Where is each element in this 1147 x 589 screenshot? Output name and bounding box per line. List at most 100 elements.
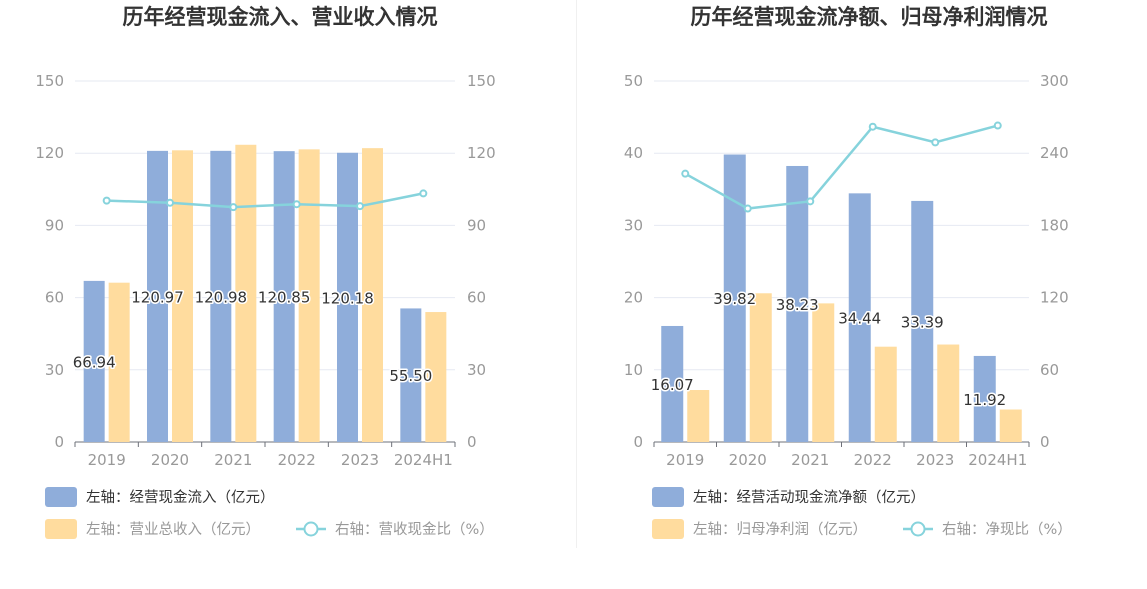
bar-primary: [273, 151, 295, 442]
line-point: [419, 189, 428, 198]
bar-secondary: [425, 312, 447, 442]
bar-secondary: [874, 346, 897, 442]
line-point: [743, 204, 752, 213]
line-point: [868, 122, 877, 131]
bar-secondary: [298, 149, 320, 442]
y-right-tick-label: 120: [467, 144, 496, 162]
y-left-tick-label: 0: [633, 433, 643, 451]
bar-primary: [848, 193, 871, 442]
y-right-tick-label: 60: [467, 289, 486, 307]
line-point: [993, 121, 1002, 130]
chart-panel-net-cashflow: 历年经营现金流净额、归母净利润情况 0 10 20 30 40 50 0 60 120 180 240…: [576, 0, 1147, 589]
bar-value-label: 16.07: [651, 376, 694, 394]
x-tick-label: 2023: [341, 451, 379, 469]
y-right-tick-label: 180: [1040, 216, 1069, 234]
line-point: [806, 197, 815, 206]
bar-primary: [337, 152, 358, 443]
line-point: [229, 203, 238, 212]
legend-line-marker: [910, 521, 926, 537]
y-right-tick-label: 90: [467, 216, 486, 234]
bar-value-label: 38.23: [776, 296, 819, 314]
x-tick-label: 2021: [214, 451, 252, 469]
line-point: [292, 200, 301, 209]
chart-net-cashflow-vs-net-profit: 历年经营现金流净额、归母净利润情况 0 10 20 30 40 50 0 60 120 180 240…: [624, 5, 1072, 539]
y-left-tick-label: 40: [624, 144, 643, 162]
bar-value-label: 120.85: [258, 289, 311, 307]
bar-value-label: 33.39: [901, 313, 944, 331]
chart-panel-cashflow-inflow: 历年经营现金流入、营业收入情况 0 30 60 90 120 150 0 30 60 90 120 15…: [0, 0, 573, 589]
y-left-tick-label: 30: [45, 361, 64, 379]
chart-cashflow-inflow-vs-revenue: 历年经营现金流入、营业收入情况 0 30 60 90 120 150 0 30 60 90 120 15…: [35, 5, 496, 539]
line-point: [166, 198, 174, 207]
y-left-tick-label: 30: [624, 216, 643, 234]
legend-swatch: [652, 519, 684, 539]
y-left-tick-label: 150: [35, 72, 64, 90]
line-point: [102, 196, 111, 205]
legend-swatch: [45, 487, 77, 507]
bar-secondary: [687, 390, 710, 442]
bar-primary: [83, 280, 105, 442]
legend-label: 右轴：净现比（%）: [942, 521, 1072, 538]
chart-title: 历年经营现金流净额、归母净利润情况: [691, 5, 1048, 29]
y-right-tick-label: 300: [1040, 72, 1069, 90]
bar-value-label: 34.44: [838, 310, 881, 328]
line-point: [356, 202, 364, 211]
y-left-tick-label: 120: [35, 144, 64, 162]
x-tick-label: 2022: [854, 451, 892, 469]
bar-value-label: 39.82: [713, 290, 756, 308]
bar-primary: [400, 308, 422, 442]
bar-primary: [147, 150, 168, 442]
bar-secondary: [999, 409, 1022, 442]
bar-primary: [911, 200, 934, 442]
y-right-tick-label: 60: [1040, 361, 1059, 379]
legend-label: 左轴：营业总收入（亿元）: [86, 521, 260, 538]
y-left-tick-label: 50: [624, 72, 643, 90]
bar-value-label: 120.18: [321, 289, 374, 307]
line-point: [681, 169, 690, 178]
bar-value-label: 11.92: [963, 391, 1006, 409]
y-left-tick-label: 0: [54, 433, 64, 451]
legend-label: 左轴：归母净利润（亿元）: [693, 521, 867, 538]
bar-primary: [661, 325, 684, 442]
y-left-tick-label: 60: [45, 289, 64, 307]
line-series: [684, 124, 999, 210]
bar-secondary: [937, 344, 960, 442]
bar-primary: [210, 150, 232, 442]
y-right-tick-label: 150: [467, 72, 496, 90]
x-tick-label: 2020: [151, 451, 189, 469]
x-tick-label: 2022: [278, 451, 316, 469]
bar-secondary: [235, 144, 257, 442]
x-tick-label: 2019: [666, 451, 704, 469]
legend-label: 左轴：经营现金流入（亿元）: [86, 489, 275, 506]
bar-secondary: [172, 150, 193, 442]
bar-value-label: 66.94: [73, 353, 116, 371]
y-left-tick-label: 10: [624, 361, 643, 379]
x-tick-label: 2024H1: [968, 451, 1027, 469]
legend-swatch: [45, 519, 77, 539]
y-left-tick-label: 90: [45, 216, 64, 234]
x-tick-label: 2020: [729, 451, 767, 469]
y-left-tick-label: 20: [624, 289, 643, 307]
bar-primary: [786, 165, 809, 442]
legend-line-marker: [303, 521, 319, 537]
x-tick-label: 2019: [88, 451, 126, 469]
y-right-tick-label: 0: [467, 433, 477, 451]
legend-label: 右轴：营收现金比（%）: [335, 521, 494, 538]
x-tick-label: 2023: [916, 451, 954, 469]
x-tick-label: 2024H1: [394, 451, 453, 469]
y-right-tick-label: 0: [1040, 433, 1050, 451]
bar-primary: [973, 355, 996, 442]
bar-primary: [723, 154, 746, 442]
y-right-tick-label: 120: [1040, 289, 1069, 307]
legend-label: 左轴：经营活动现金流净额（亿元）: [693, 489, 925, 506]
legend-swatch: [652, 487, 684, 507]
x-tick-label: 2021: [791, 451, 829, 469]
panel-divider: [576, 0, 577, 548]
line-series: [106, 192, 424, 209]
chart-title: 历年经营现金流入、营业收入情况: [123, 5, 438, 29]
bar-secondary: [812, 303, 835, 442]
bar-value-label: 120.97: [131, 288, 184, 306]
y-right-tick-label: 240: [1040, 144, 1069, 162]
bar-secondary: [108, 282, 130, 442]
bar-value-label: 120.98: [195, 288, 248, 306]
